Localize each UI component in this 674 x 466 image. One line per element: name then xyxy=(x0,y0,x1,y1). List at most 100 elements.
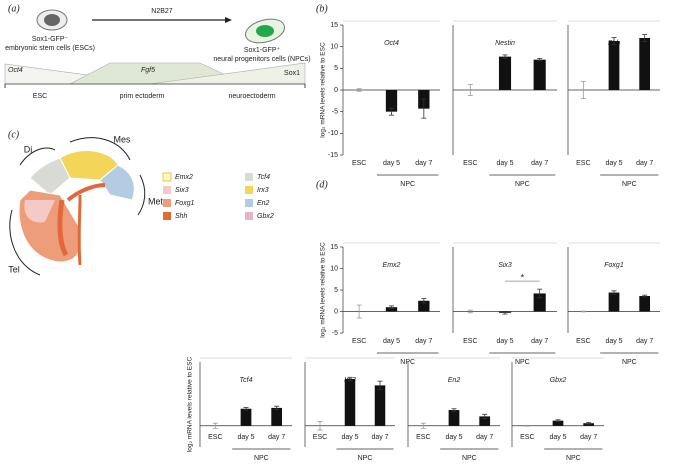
bar xyxy=(344,379,356,426)
cell-label: Sox1-GFP⁻ xyxy=(32,36,69,43)
arrow xyxy=(137,174,146,216)
x-tick-label: ESC xyxy=(463,160,477,167)
x-tick-label: ESC xyxy=(416,434,430,441)
x-tick-label: day 5 xyxy=(383,160,400,167)
x-tick-label: day 5 xyxy=(605,160,622,167)
y-tick-label: 0 xyxy=(334,87,338,94)
region-label: Mes xyxy=(113,134,131,144)
legend-swatch xyxy=(245,212,253,220)
cell-label: neural progenitors cells (NPCs) xyxy=(213,56,310,63)
x-tick-label: day 5 xyxy=(445,434,462,441)
bar xyxy=(271,407,283,426)
met-region xyxy=(99,164,135,201)
y-axis-label: log₂ mRNA levels relative to ESC xyxy=(320,42,327,138)
significance-label: * xyxy=(521,273,525,283)
panel-label: (a) xyxy=(8,3,20,14)
legend-swatch xyxy=(163,212,171,220)
x-tick-label: day 7 xyxy=(371,434,388,441)
y-tick-label: -5 xyxy=(332,109,338,116)
legend-label: Gbx2 xyxy=(257,213,274,220)
y-tick-label: 5 xyxy=(334,65,338,72)
x-tick-label: day 7 xyxy=(476,434,493,441)
group-label: NPC xyxy=(566,455,581,462)
y-axis-label: log₂ mRNA levels relative to ESC xyxy=(320,242,327,338)
legend-label: Six3 xyxy=(175,187,189,194)
diagram-a: N2B27 Sox1-GFP⁻ embryonic stem cells (ES… xyxy=(4,8,311,100)
legend-label: Shh xyxy=(175,213,188,220)
x-tick-label: ESC xyxy=(520,434,534,441)
bar xyxy=(240,408,252,426)
group-label: NPC xyxy=(358,455,373,462)
legend-swatch xyxy=(162,172,172,182)
bar xyxy=(639,296,651,312)
bar xyxy=(608,292,620,312)
shh-domain xyxy=(77,194,82,266)
x-tick-label: ESC xyxy=(463,338,477,345)
x-tick-label: day 5 xyxy=(605,338,622,345)
group-label: NPC xyxy=(400,181,415,188)
legend-label: Tcf4 xyxy=(257,174,270,181)
shh-domain xyxy=(66,183,106,202)
esc-nucleus xyxy=(44,14,60,26)
x-tick-label: day 7 xyxy=(636,160,653,167)
stage-label: neuroectoderm xyxy=(228,93,275,100)
region-label: Di xyxy=(24,144,33,154)
x-tick-label: day 7 xyxy=(415,160,432,167)
legend-label: Irx3 xyxy=(257,187,269,194)
x-tick-label: day 7 xyxy=(268,434,285,441)
group-label: NPC xyxy=(515,181,530,188)
panel-label: (d) xyxy=(316,179,328,190)
bar xyxy=(639,38,651,90)
group-label: NPC xyxy=(254,455,269,462)
legend-swatch xyxy=(163,186,171,194)
x-tick-label: day 7 xyxy=(531,160,548,167)
x-tick-label: ESC xyxy=(352,160,366,167)
x-tick-label: ESC xyxy=(352,338,366,345)
x-tick-label: day 5 xyxy=(341,434,358,441)
x-tick-label: day 5 xyxy=(496,160,513,167)
group-label: NPC xyxy=(622,359,637,366)
panel-label: (c) xyxy=(8,129,20,140)
y-tick-label: -15 xyxy=(328,152,338,159)
x-tick-label: day 5 xyxy=(383,338,400,345)
y-tick-label: -10 xyxy=(328,130,338,137)
x-tick-label: ESC xyxy=(576,160,590,167)
legend-swatch xyxy=(163,199,171,207)
bar xyxy=(533,293,546,312)
stage-label: ESC xyxy=(33,93,47,100)
bar xyxy=(385,90,398,112)
legend-label: Emx2 xyxy=(175,174,193,181)
arrow-head xyxy=(225,17,232,23)
marker-label: Sox1 xyxy=(284,70,300,77)
bar xyxy=(552,420,564,426)
arrow xyxy=(69,137,131,161)
group-label: NPC xyxy=(462,455,477,462)
arrow-label: N2B27 xyxy=(151,8,173,15)
chart-title: Oct4 xyxy=(384,40,399,47)
x-tick-label: day 7 xyxy=(415,338,432,345)
arrow xyxy=(9,209,41,276)
bar xyxy=(448,410,460,426)
marker-label: Oct4 xyxy=(8,67,23,74)
x-tick-label: day 5 xyxy=(496,338,513,345)
bar xyxy=(479,416,491,426)
marker-label: Fgf5 xyxy=(141,67,155,74)
x-tick-label: day 7 xyxy=(636,338,653,345)
six3-region xyxy=(24,200,55,223)
region-label: Tel xyxy=(8,264,20,274)
di-region xyxy=(29,157,71,196)
cell-label: embryonic stem cells (ESCs) xyxy=(5,45,95,52)
x-tick-label: day 7 xyxy=(531,338,548,345)
group-label: NPC xyxy=(622,181,637,188)
chart-title: Six3 xyxy=(498,262,512,269)
stage-label: prim ectoderm xyxy=(120,93,165,100)
bar xyxy=(608,41,620,90)
bar xyxy=(533,59,546,90)
x-tick-label: day 5 xyxy=(549,434,566,441)
bar xyxy=(374,385,386,426)
y-tick-label: 15 xyxy=(330,22,338,29)
y-tick-label: -5 xyxy=(332,330,338,337)
bar xyxy=(583,423,595,426)
x-tick-label: day 7 xyxy=(580,434,597,441)
y-tick-label: 10 xyxy=(330,265,338,272)
